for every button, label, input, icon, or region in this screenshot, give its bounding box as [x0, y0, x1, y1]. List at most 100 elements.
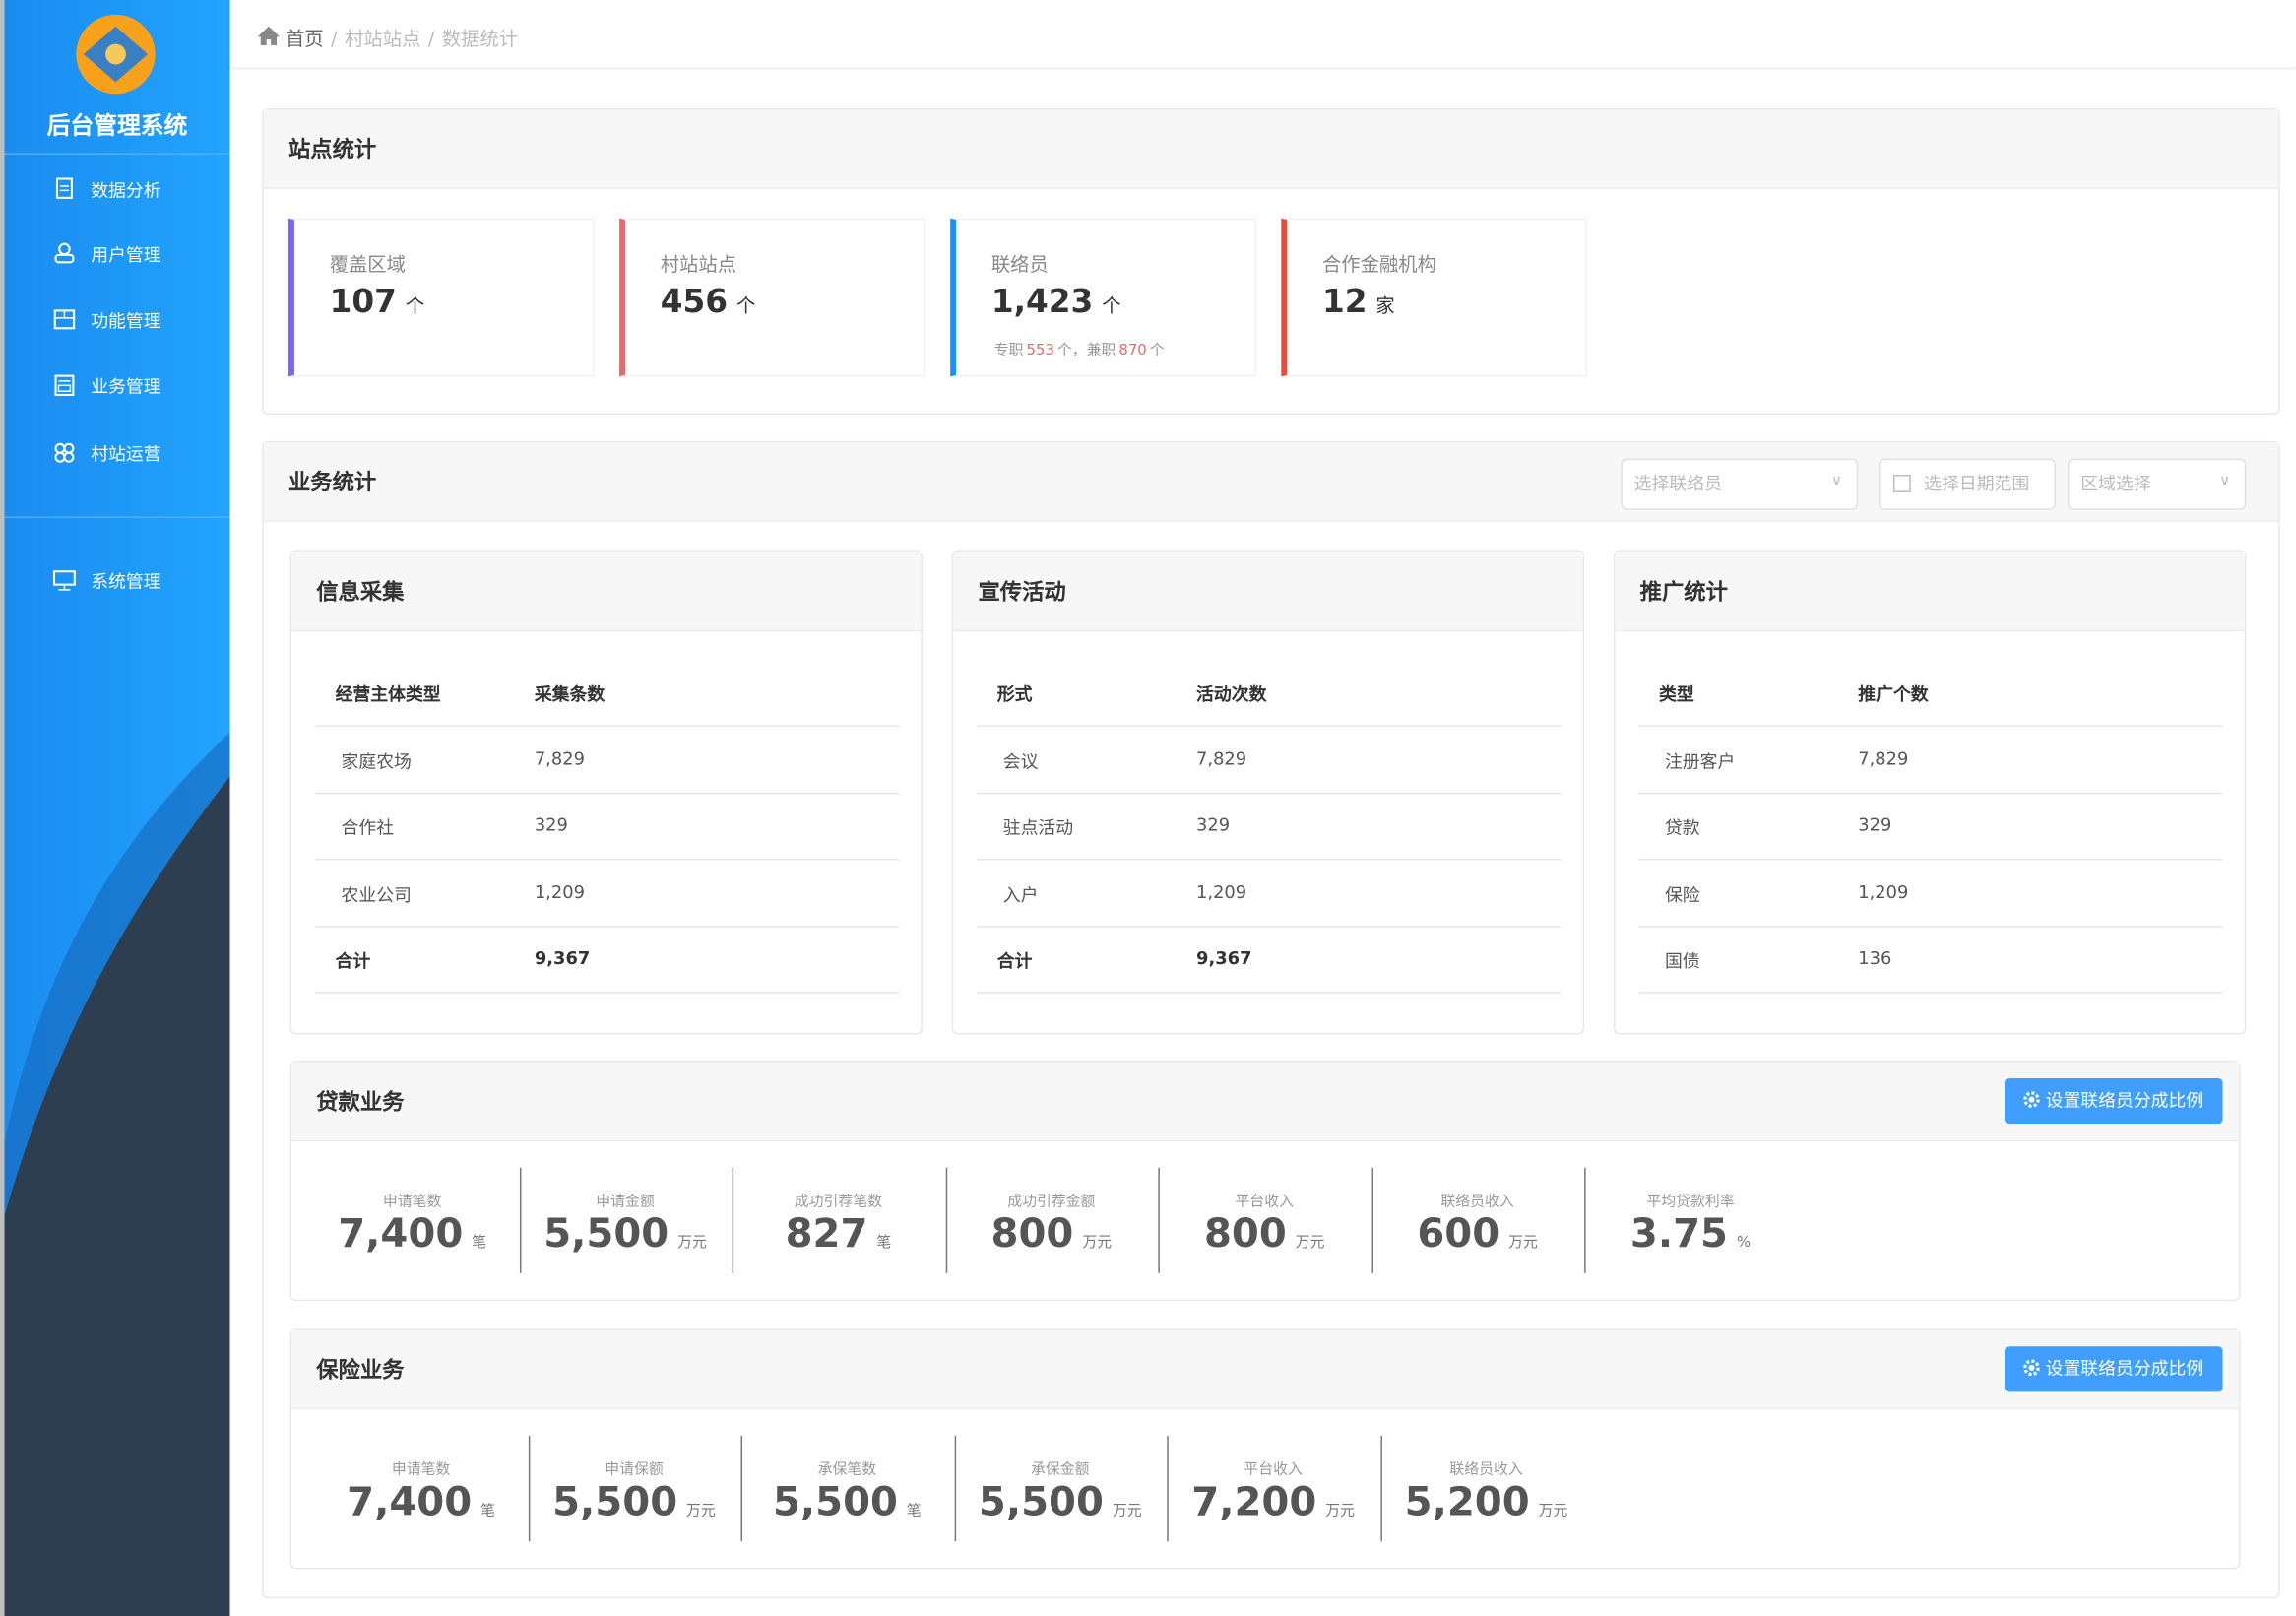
table-cell: 1,209 [1196, 880, 1247, 902]
metric-label: 成功引荐金额 [1007, 1194, 1096, 1210]
calendar-icon [1892, 475, 1911, 492]
row-divider [314, 992, 900, 994]
metric-label: 平均贷款利率 [1646, 1194, 1735, 1210]
metric-value: 800 [990, 1211, 1074, 1258]
table-cell: 7,829 [1858, 747, 1909, 769]
table-cell: 136 [1858, 947, 1892, 969]
table-cell: 合计 [335, 950, 371, 972]
stat-value-row: 107 个 [330, 285, 425, 321]
metric-divider [519, 1167, 521, 1273]
card-title: 推广统计 [1615, 551, 2245, 632]
metric-value-row: 5,200 万元 [1380, 1480, 1593, 1525]
breadcrumb-separator: / [427, 29, 435, 52]
row-divider [314, 925, 900, 928]
stat-value-row: 456 个 [661, 285, 756, 321]
metric-divider [1371, 1167, 1373, 1273]
menu-label: 用户管理 [91, 243, 161, 265]
stat-card: 合作金融机构 12 家 [1281, 218, 1588, 377]
metric-value-row: 600 万元 [1371, 1211, 1584, 1257]
menu-item[interactable]: 村站运营 [53, 439, 161, 466]
row-divider [976, 858, 1562, 861]
stat-value: 12 [1321, 284, 1368, 321]
metric-divider [1167, 1436, 1169, 1542]
table-card: 信息采集 经营主体类型 采集条数 家庭农场 7,829 合作社 329 农业公司 1,209 合计… [289, 550, 923, 1035]
filter-select[interactable]: 选择联络员 ∨ [1621, 458, 1859, 510]
metric: 成功引荐笔数 827 笔 [732, 1167, 945, 1273]
sidebar-title: 后台管理系统 [46, 111, 188, 140]
filter-placeholder: 选择日期范围 [1924, 473, 2030, 494]
metric-divider [740, 1436, 743, 1542]
metric-label: 承保笔数 [817, 1461, 877, 1479]
row-divider [976, 792, 1562, 794]
panel-title: 站点统计 [263, 109, 2279, 189]
table-cell: 合计 [996, 950, 1033, 972]
metric-value: 5,500 [978, 1479, 1104, 1525]
menu-icon [54, 374, 75, 397]
menu-item[interactable]: 业务管理 [53, 372, 161, 399]
breadcrumb: 首页 / 村站站点 / 数据统计 [257, 24, 519, 52]
row-divider [1638, 858, 2223, 861]
note-part: 个 [1149, 343, 1165, 359]
button-label: 设置联络员分成比例 [2045, 1358, 2204, 1380]
metric-unit: 笔 [472, 1235, 487, 1252]
gear-icon [2023, 1359, 2040, 1377]
filter-select[interactable]: 选择日期范围 [1879, 458, 2057, 510]
stat-value-row: 1,423 个 [991, 285, 1121, 321]
stat-card: 村站站点 456 个 [619, 218, 925, 377]
metric-value: 7,200 [1191, 1479, 1317, 1525]
metric: 平台收入 800 万元 [1158, 1167, 1371, 1273]
gear-icon [2023, 1091, 2040, 1108]
menu-item[interactable]: 系统管理 [52, 567, 161, 594]
table-cell: 1,209 [534, 880, 585, 902]
business-section: 贷款业务 设置联络员分成比例 申请笔数 7,400 笔 申请金额 5,500 万元 成功引荐笔数… [289, 1061, 2241, 1302]
metric-value: 800 [1203, 1211, 1287, 1258]
metric: 承保笔数 5,500 笔 [740, 1436, 954, 1542]
metric-label: 申请笔数 [391, 1461, 451, 1479]
metric-value: 600 [1417, 1211, 1500, 1258]
metric-value-row: 7,400 笔 [315, 1480, 528, 1525]
metric-value-row: 5,500 笔 [741, 1480, 954, 1525]
metric: 联络员收入 5,200 万元 [1379, 1436, 1593, 1542]
metric-divider [953, 1436, 956, 1542]
metric-unit: 万元 [1295, 1235, 1325, 1252]
menu-label: 数据分析 [91, 179, 161, 201]
metric-label: 申请保额 [605, 1461, 664, 1479]
metric-unit: 万元 [1112, 1503, 1142, 1519]
breadcrumb-item[interactable]: 村站站点 [345, 29, 421, 52]
metric-label: 申请金额 [596, 1194, 655, 1210]
metric-value: 5,200 [1404, 1479, 1530, 1525]
metric-divider [1584, 1167, 1586, 1273]
breadcrumb-item[interactable]: 数据统计 [441, 29, 519, 52]
metric-value-row: 5,500 万元 [954, 1480, 1167, 1525]
menu-label: 村站运营 [91, 443, 161, 464]
menu-item[interactable]: 用户管理 [53, 240, 161, 267]
filter-select[interactable]: 区域选择 ∨ [2067, 458, 2247, 510]
menu-label: 系统管理 [91, 570, 161, 592]
metric-label: 联络员收入 [1440, 1194, 1514, 1210]
stat-unit: 家 [1375, 295, 1395, 318]
station-panel: 站点统计 覆盖区域 107 个村站站点 456 个联络员 1,423 个专职 553 个，兼职 87… [262, 108, 2280, 416]
metric-unit: 笔 [876, 1235, 892, 1252]
action-button[interactable]: 设置联络员分成比例 [2004, 1346, 2223, 1392]
table-cell: 9,367 [534, 947, 591, 969]
row-divider [314, 858, 900, 861]
table-card: 推广统计 类型 推广个数 注册客户 7,829 贷款 329 保险 1,209 国债 136 [1613, 550, 2247, 1035]
metric-value: 5,500 [772, 1479, 898, 1525]
action-button[interactable]: 设置联络员分成比例 [2004, 1078, 2223, 1125]
menu-label: 功能管理 [91, 309, 161, 331]
menu-item[interactable]: 数据分析 [53, 176, 161, 203]
metric-value-row: 7,400 笔 [306, 1211, 519, 1257]
filter-placeholder: 区域选择 [2080, 473, 2151, 494]
menu-icon [54, 242, 75, 264]
metric-value: 3.75 [1629, 1211, 1728, 1258]
menu-item[interactable]: 功能管理 [53, 306, 161, 333]
row-divider [976, 992, 1562, 994]
table-cell: 1,209 [1858, 880, 1909, 902]
table-cell: 9,367 [1196, 947, 1252, 969]
business-panel: 业务统计 选择联络员 ∨ 选择日期范围 区域选择 ∨ 信息采集 经营主体类型 采集条数 家庭农场 7… [262, 440, 2280, 1599]
breadcrumb-item[interactable]: 首页 [286, 29, 324, 52]
table-cell: 贷款 [1664, 817, 1700, 839]
menu-icon [55, 177, 73, 199]
